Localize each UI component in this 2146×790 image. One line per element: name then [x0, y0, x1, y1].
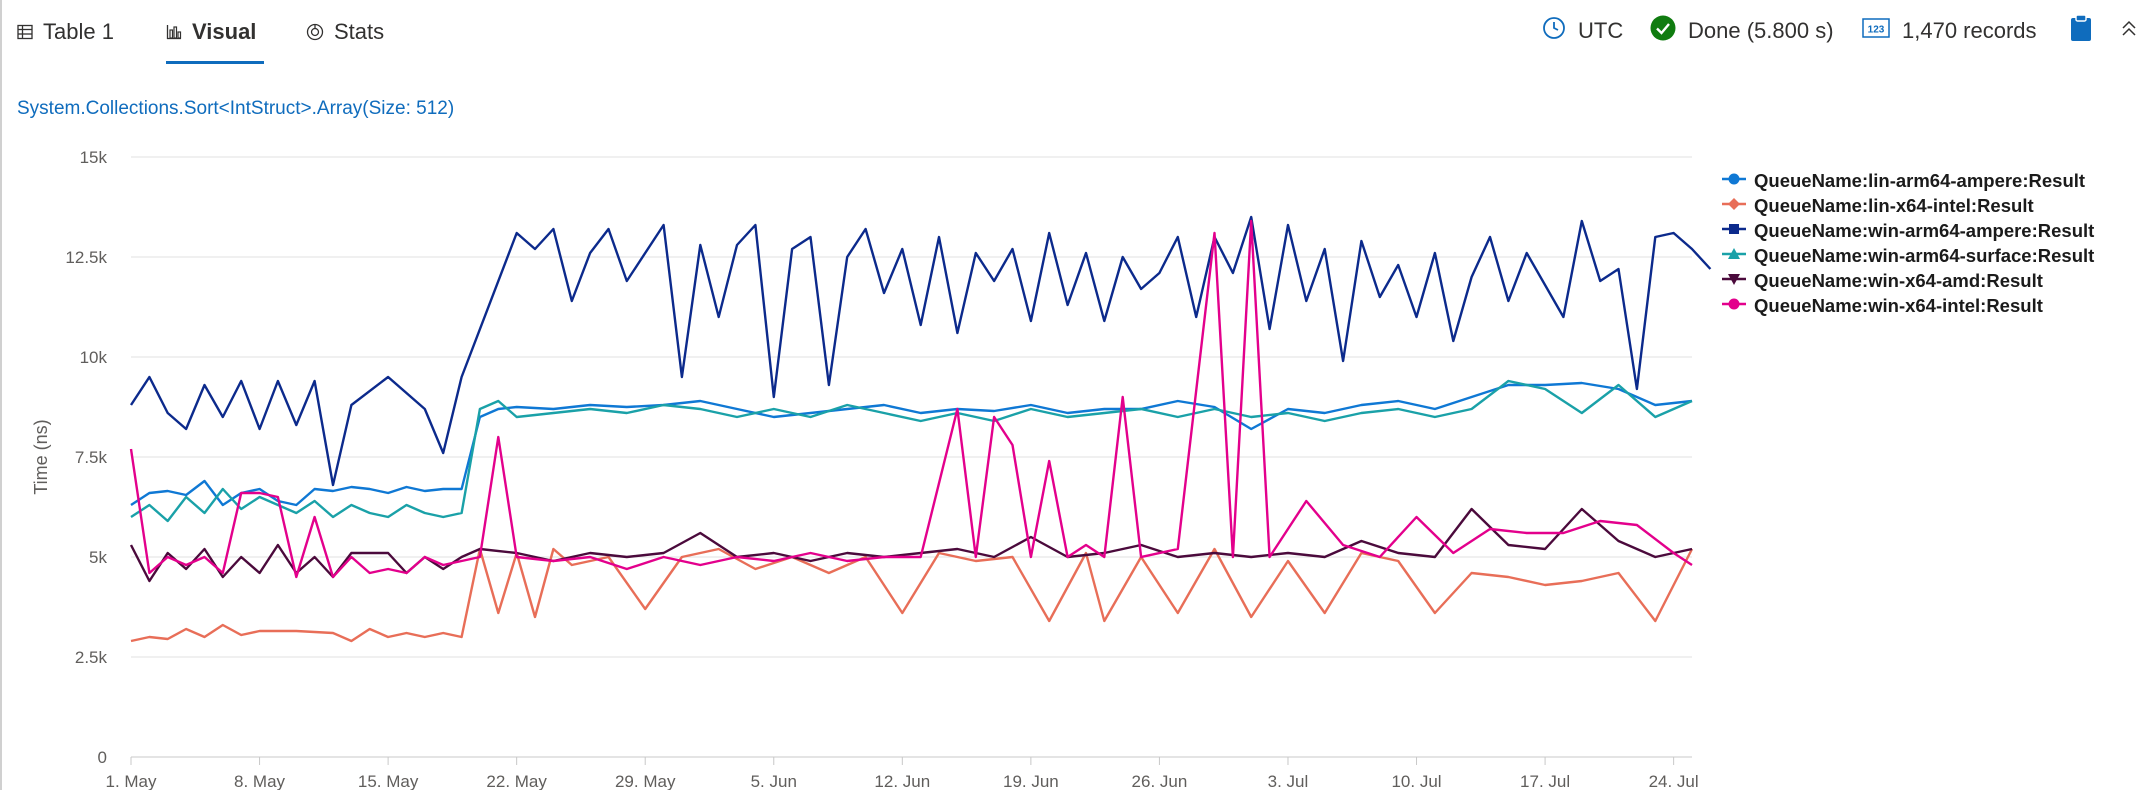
y-tick-label: 15k [80, 148, 108, 167]
line-chart: 0 2.5k 5k 7.5k 10k 12.5k 15k 1. May 8. May 15. Ma… [31, 148, 1712, 790]
timezone-label: UTC [1578, 18, 1624, 43]
tab-label: Table 1 [43, 19, 114, 44]
legend-item[interactable]: QueueName:lin-arm64-ampere:Result [1722, 168, 2094, 193]
x-tick-label: 12. Jun [874, 772, 930, 790]
x-tick-label: 10. Jul [1391, 772, 1441, 790]
legend-marker-icon [1722, 220, 1754, 242]
legend-label: QueueName:lin-arm64-ampere:Result [1754, 169, 2086, 191]
legend-item[interactable]: QueueName:win-x64-amd:Result [1722, 268, 2094, 293]
x-tick-label: 29. May [615, 772, 676, 790]
clipboard-icon [2070, 14, 2092, 48]
legend-item[interactable]: QueueName:win-arm64-ampere:Result [1722, 218, 2094, 243]
series-line-5 [129, 507, 1693, 583]
legend-item[interactable]: QueueName:lin-x64-intel:Result [1722, 193, 2094, 218]
y-tick-label: 10k [80, 348, 108, 367]
y-tick-label: 12.5k [65, 248, 107, 267]
copy-button[interactable] [2070, 0, 2092, 62]
x-tick-label: 24. Jul [1649, 772, 1699, 790]
check-circle-icon [1650, 15, 1676, 47]
y-tick-label: 7.5k [75, 448, 108, 467]
series-line-4 [130, 379, 1693, 523]
tab-stats[interactable]: Stats [306, 0, 384, 64]
collapse-button[interactable] [2120, 0, 2138, 62]
results-toolbar: Table 1 Visual Stats UTC Done (5.800 s) … [0, 0, 2146, 64]
query-status-label: Done (5.800 s) [1688, 18, 1834, 43]
clock-icon [1542, 16, 1566, 46]
x-tick-label: 22. May [486, 772, 547, 790]
legend-marker-icon [1722, 270, 1754, 292]
series-line-2 [130, 547, 1694, 643]
legend-label: QueueName:lin-x64-intel:Result [1754, 194, 2034, 216]
legend-item[interactable]: QueueName:win-x64-intel:Result [1722, 293, 2094, 318]
x-tick-label: 15. May [358, 772, 419, 790]
tab-label: Stats [334, 19, 385, 44]
x-tick-label: 5. Jun [751, 772, 797, 790]
table-icon [17, 24, 33, 40]
x-tick-label: 3. Jul [1268, 772, 1309, 790]
legend-label: QueueName:win-arm64-ampere:Result [1754, 219, 2095, 241]
number-123-icon: 123 [1862, 18, 1890, 44]
legend-marker-icon [1722, 295, 1754, 317]
svg-text:123: 123 [1868, 25, 1885, 36]
x-tick-label: 26. Jun [1132, 772, 1188, 790]
tab-table-1[interactable]: Table 1 [17, 0, 114, 64]
x-tick-label: 19. Jun [1003, 772, 1059, 790]
series-line-6 [129, 219, 1693, 579]
series-line-1 [130, 381, 1693, 507]
legend-label: QueueName:win-arm64-surface:Result [1754, 244, 2095, 266]
chart-title: System.Collections.Sort<IntStruct>.Array… [17, 98, 455, 119]
tab-visual[interactable]: Visual [166, 0, 256, 64]
y-tick-label: 0 [98, 748, 107, 767]
y-axis-title: Time (ns) [31, 419, 51, 494]
record-count: 123 1,470 records [1862, 0, 2037, 62]
legend-item[interactable]: QueueName:win-arm64-surface:Result [1722, 243, 2094, 268]
y-tick-label: 5k [89, 548, 107, 567]
chart-legend: QueueName:lin-arm64-ampere:Result QueueNa… [1722, 168, 2094, 318]
legend-label: QueueName:win-x64-amd:Result [1754, 269, 2043, 291]
legend-marker-icon [1722, 245, 1754, 267]
stats-icon [306, 23, 324, 41]
series-line-3 [129, 215, 1712, 487]
timezone-selector[interactable]: UTC [1542, 0, 1623, 62]
tab-label: Visual [192, 19, 257, 44]
x-tick-label: 17. Jul [1520, 772, 1570, 790]
x-tick-label: 1. May [105, 772, 157, 790]
y-tick-label: 2.5k [75, 648, 108, 667]
query-status: Done (5.800 s) [1650, 0, 1834, 62]
left-panel-border [0, 0, 2, 790]
x-tick-label: 8. May [234, 772, 286, 790]
active-tab-indicator [166, 61, 264, 64]
record-count-label: 1,470 records [1902, 18, 2037, 43]
legend-label: QueueName:win-x64-intel:Result [1754, 294, 2043, 316]
legend-marker-icon [1722, 195, 1754, 217]
chevron-up-icon [2120, 18, 2138, 44]
bar-chart-icon [166, 24, 182, 40]
legend-marker-icon [1722, 170, 1754, 192]
